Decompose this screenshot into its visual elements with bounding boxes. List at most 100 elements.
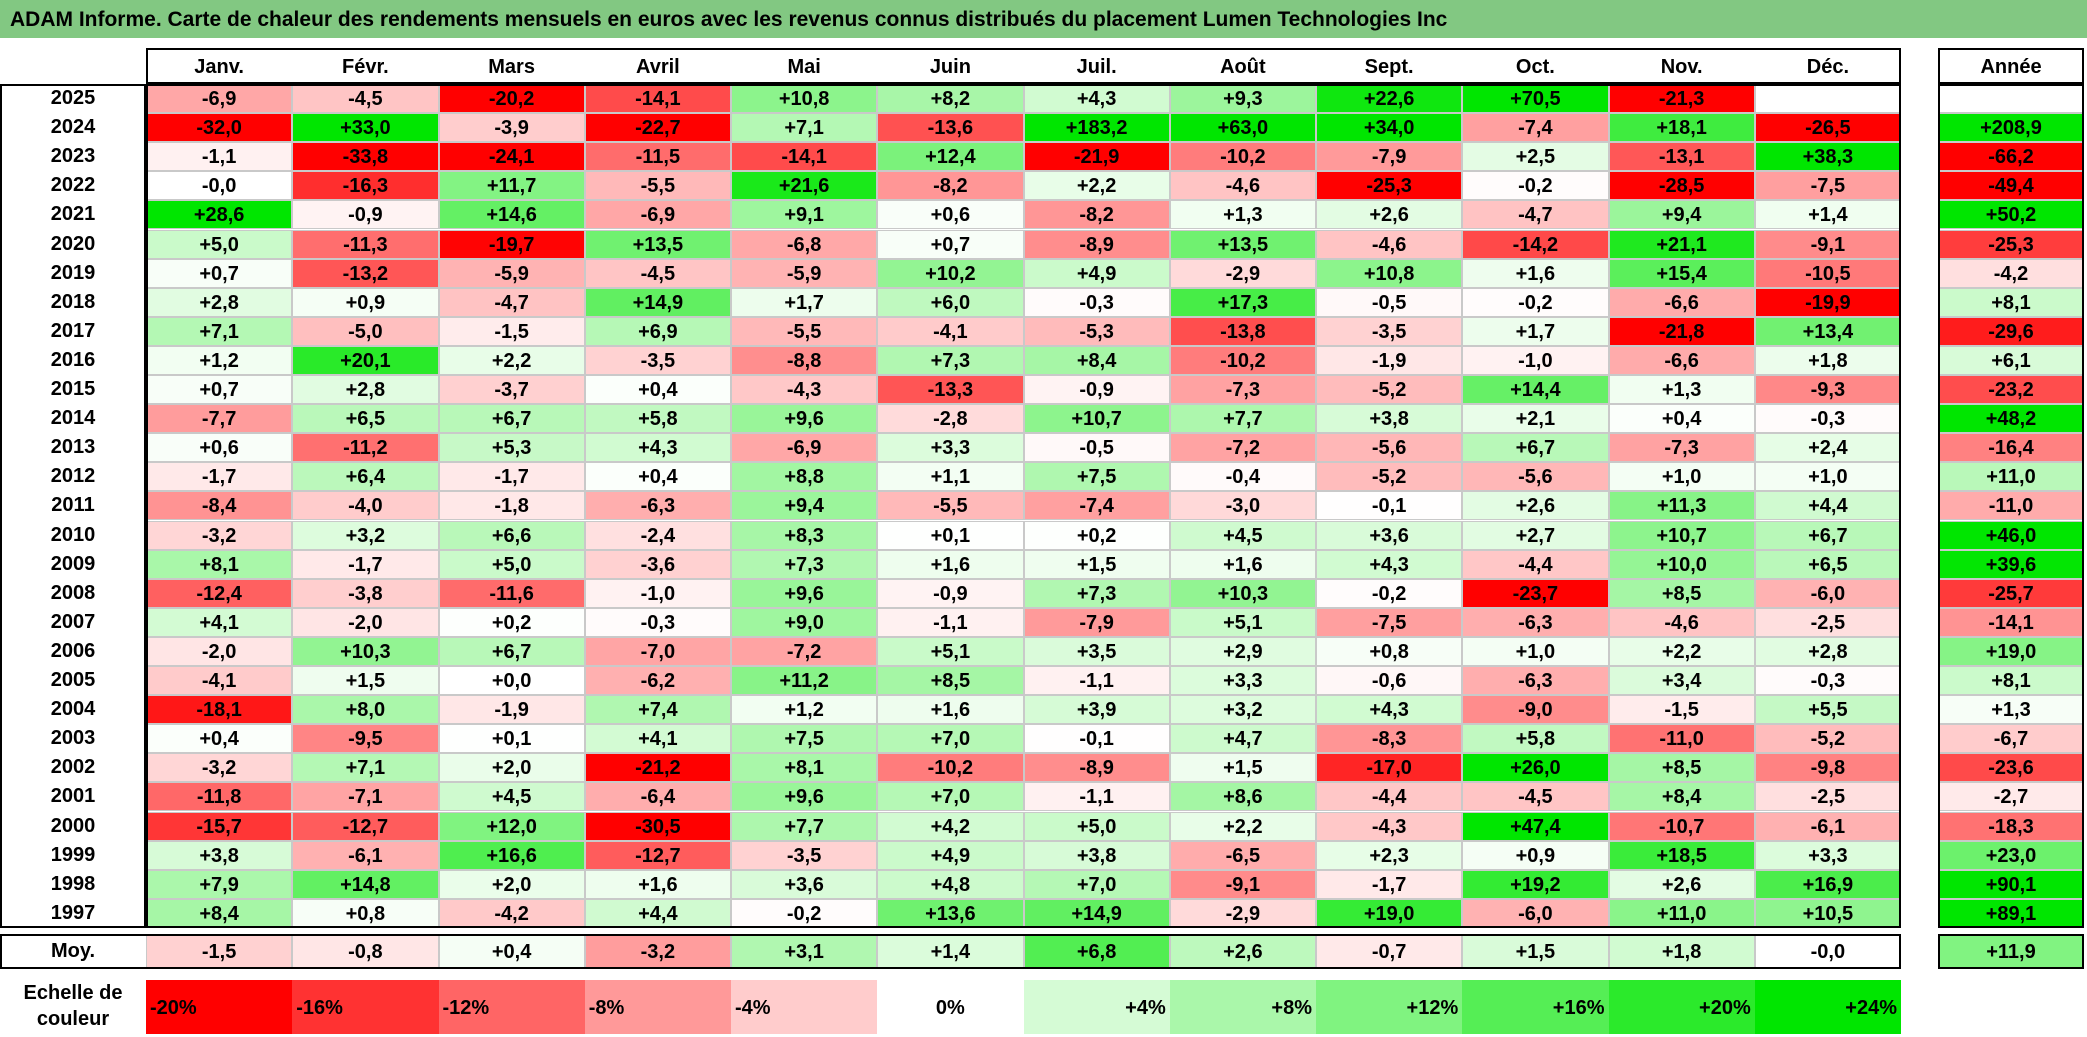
- average-cell: +0,4: [438, 935, 585, 968]
- heatmap-cell: +5,0: [1023, 811, 1170, 841]
- heatmap-cell: -11,0: [1608, 724, 1755, 754]
- heatmap-cell: -5,9: [438, 258, 585, 288]
- month-header: Juil.: [1076, 56, 1117, 78]
- heatmap-cell: -7,9: [1023, 607, 1170, 637]
- heatmap-cell: +7,3: [877, 345, 1024, 375]
- average-label: Moy.: [50, 940, 96, 962]
- heatmap-cell: -21,9: [1023, 142, 1170, 172]
- color-scale-step: -20%: [146, 980, 293, 1034]
- heatmap-cell: -5,0: [292, 316, 439, 346]
- heatmap-cell: -5,6: [1316, 433, 1463, 463]
- heatmap-cell: +20,1: [292, 345, 439, 375]
- heatmap-cell: -2,5: [1754, 607, 1901, 637]
- heatmap-cell: -9,5: [292, 724, 439, 754]
- heatmap-cell: +2,3: [1316, 840, 1463, 870]
- heatmap-cell: +0,1: [438, 724, 585, 754]
- heatmap-cell: +1,0: [1608, 462, 1755, 492]
- heatmap-cell: +17,3: [1169, 287, 1316, 317]
- heatmap-cell: +12,4: [877, 142, 1024, 172]
- heatmap-cell: +11,0: [1608, 898, 1755, 928]
- heatmap-cell: +0,9: [292, 287, 439, 317]
- heatmap-cell: +1,6: [877, 695, 1024, 725]
- year-label: 1998: [50, 872, 96, 895]
- heatmap-cell: -12,7: [292, 811, 439, 841]
- heatmap-cell: -4,0: [292, 491, 439, 521]
- color-scale-step: -4%: [731, 980, 878, 1034]
- month-header: Mai: [787, 56, 821, 78]
- heatmap-cell: +10,3: [1169, 578, 1316, 608]
- heatmap-cell: -9,8: [1754, 753, 1901, 783]
- heatmap-cell: +6,7: [438, 404, 585, 434]
- heatmap-cell: +4,7: [1169, 724, 1316, 754]
- heatmap-cell: +0,4: [1608, 404, 1755, 434]
- heatmap-cell: +28,6: [146, 200, 293, 230]
- heatmap-cell: -4,4: [1316, 782, 1463, 812]
- year-label: 2002: [50, 756, 96, 779]
- heatmap-cell: +7,1: [146, 316, 293, 346]
- heatmap-cell: +6,9: [584, 316, 731, 346]
- heatmap-cell: +8,1: [731, 753, 878, 783]
- heatmap-cell: -5,5: [584, 171, 731, 201]
- heatmap-cell: -18,1: [146, 695, 293, 725]
- average-cell: +6,8: [1023, 935, 1170, 968]
- heatmap-cell: -1,7: [146, 462, 293, 492]
- heatmap-cell: +4,8: [877, 869, 1024, 899]
- annual-cell: -25,7: [1938, 578, 2084, 608]
- heatmap-cell: -0,0: [146, 171, 293, 201]
- heatmap-cell: +4,5: [438, 782, 585, 812]
- heatmap-cell: +16,9: [1754, 869, 1901, 899]
- heatmap-cell: -21,8: [1608, 316, 1755, 346]
- heatmap-cell: +6,7: [1462, 433, 1609, 463]
- heatmap-cell: -19,7: [438, 229, 585, 259]
- heatmap-cell: -4,5: [584, 258, 731, 288]
- year-label: 2011: [51, 494, 95, 517]
- year-label: 2010: [50, 523, 96, 546]
- heatmap-cell: +2,2: [1608, 636, 1755, 666]
- heatmap-cell: -8,3: [1316, 724, 1463, 754]
- heatmap-cell: -6,9: [146, 84, 293, 114]
- heatmap-cell: -4,4: [1462, 549, 1609, 579]
- heatmap-cell: +8,6: [1169, 782, 1316, 812]
- heatmap-cell: +14,9: [1023, 898, 1170, 928]
- heatmap-cell: +2,9: [1169, 636, 1316, 666]
- average-cell: +1,5: [1462, 935, 1609, 968]
- heatmap-cell: +2,8: [146, 287, 293, 317]
- heatmap-cell: -8,4: [146, 491, 293, 521]
- heatmap-cell: +5,1: [1169, 607, 1316, 637]
- heatmap-cell: -1,1: [146, 142, 293, 172]
- year-label: 2024: [50, 116, 96, 139]
- heatmap-cell: -0,2: [1462, 287, 1609, 317]
- heatmap-cell: -5,3: [1023, 316, 1170, 346]
- heatmap-cell: +8,4: [146, 898, 293, 928]
- heatmap-cell: -0,3: [584, 607, 731, 637]
- heatmap-cell: -3,9: [438, 113, 585, 143]
- heatmap-cell: +0,6: [146, 433, 293, 463]
- annual-cell: -23,2: [1938, 375, 2084, 405]
- heatmap-cell: +19,0: [1316, 898, 1463, 928]
- heatmap-cell: +21,6: [731, 171, 878, 201]
- heatmap-cell: -1,7: [292, 549, 439, 579]
- heatmap-cell: -10,2: [1169, 345, 1316, 375]
- heatmap-cell: +4,2: [877, 811, 1024, 841]
- heatmap-cell: -4,2: [438, 898, 585, 928]
- heatmap-cell: +2,6: [1608, 869, 1755, 899]
- heatmap-cell: +3,6: [731, 869, 878, 899]
- heatmap-cell: -24,1: [438, 142, 585, 172]
- color-scale-step: +12%: [1316, 980, 1463, 1034]
- month-header: Juin: [929, 56, 971, 78]
- heatmap-cell: -0,9: [877, 578, 1024, 608]
- heatmap-cell: -1,7: [1316, 869, 1463, 899]
- heatmap-cell: +0,4: [146, 724, 293, 754]
- heatmap-cell: +3,9: [1023, 695, 1170, 725]
- annual-cell: +11,0: [1938, 462, 2084, 492]
- heatmap-cell: +2,5: [1462, 142, 1609, 172]
- year-label: 2000: [50, 814, 96, 837]
- average-cell: -1,5: [146, 935, 293, 968]
- heatmap-cell: +0,4: [584, 462, 731, 492]
- heatmap-cell: +7,4: [584, 695, 731, 725]
- heatmap-cell: -5,5: [877, 491, 1024, 521]
- heatmap-cell: -9,0: [1462, 695, 1609, 725]
- heatmap-cell: +4,1: [584, 724, 731, 754]
- heatmap-cell: +33,0: [292, 113, 439, 143]
- heatmap-cell: +0,1: [877, 520, 1024, 550]
